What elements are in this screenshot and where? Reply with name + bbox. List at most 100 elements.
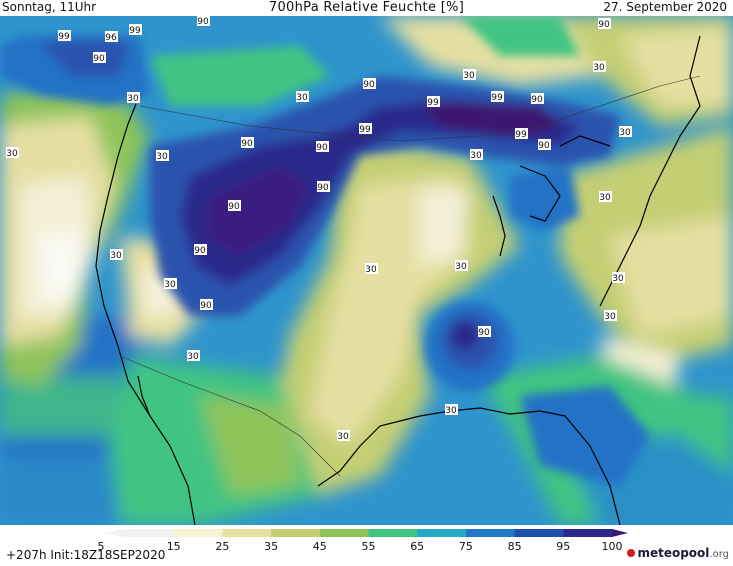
contour-label: 30 [463,71,475,81]
contour-label-box [359,123,372,134]
contour-label: 90 [531,95,543,105]
contour-label-box [317,181,330,192]
contour-label: 90 [598,20,610,30]
legend-tick-label: 35 [264,540,278,553]
meteopool-logo[interactable]: meteopool.org [627,546,729,560]
contour-label: 30 [296,93,308,103]
contour-label-box [228,200,241,211]
legend-tick-label: 65 [410,540,424,553]
contour-label-box [363,78,376,89]
legend-high-cap [612,529,628,537]
legend-swatch [319,529,369,537]
legend-low-cap [103,529,125,537]
contour-label-box [129,24,142,35]
contour-label-box [365,263,378,274]
contour-label-box [337,430,350,441]
contour-label: 99 [427,98,439,108]
contour-label-box [110,249,123,260]
contour-label-box [187,350,200,361]
legend-tick-label: 25 [215,540,229,553]
contour-label-box [470,149,483,160]
contour-label-box [604,310,617,321]
init-info: +207h Init:18Z18SEP2020 [6,548,166,562]
contour-label-box [478,326,491,337]
legend-tick-label: 100 [602,540,623,553]
contour-label-box [612,272,625,283]
contour-label-box [156,150,169,161]
contour-label-box [296,91,309,102]
contour-label: 30 [599,193,611,203]
legend-tick-label: 45 [313,540,327,553]
logo-tld-text: .org [709,549,729,560]
contour-label-box [58,30,71,41]
contour-label-box [6,147,19,158]
legend-swatch [514,529,564,537]
contour-label: 90 [538,141,550,151]
contour-label: 30 [612,274,624,284]
contour-label-box [538,139,551,150]
contour-label: 90 [200,301,212,311]
contour-label: 99 [359,125,371,135]
contour-label: 96 [105,33,117,43]
legend-colorbar: 5 15 25 35 45 55 65 75 85 95 100 [98,529,628,553]
contour-label: 30 [127,94,139,104]
logo-dot-icon [627,549,636,557]
contour-label-box [127,92,140,103]
contour-label: 30 [110,251,122,261]
forecast-time-label: Sonntag, 11Uhr [2,0,97,14]
contour-labels: 90 99 96 99 90 90 30 30 90 30 99 99 90 30 99 99 90 30 90 90… [6,16,632,442]
contour-label: 99 [491,93,503,103]
contour-label-box [194,244,207,255]
contour-label: 30 [604,312,616,322]
contour-label: 90 [93,54,105,64]
contour-label-box [200,299,213,310]
contour-label-box [241,137,254,148]
contour-label: 30 [445,406,457,416]
contour-label-box [463,69,476,80]
contour-label-box [599,191,612,202]
contour-label: 90 [363,80,375,90]
coastline-overlay [95,35,701,525]
legend-swatch [271,529,321,537]
contour-label: 30 [593,63,605,73]
legend-tick-label: 75 [459,540,473,553]
logo-main-text: meteopool [637,546,710,560]
contour-label-box [455,260,468,271]
contour-label: 99 [515,130,527,140]
contour-label: 90 [197,17,209,27]
contour-label-box [197,16,210,26]
legend-tick-label: 95 [556,540,570,553]
contour-label: 30 [619,128,631,138]
contour-label: 30 [187,352,199,362]
contour-label: 30 [164,280,176,290]
humidity-map: 90 99 96 99 90 90 30 30 90 30 99 99 90 30 99 99 90 30 90 90… [0,16,733,525]
map-title: 700hPa Relative Feuchte [%] [268,0,465,15]
contour-label-box [105,31,118,42]
legend-swatch [222,529,272,537]
contour-label: 30 [470,151,482,161]
legend-swatch [563,529,613,537]
legend-tick-label: 55 [362,540,376,553]
contour-label-box [515,128,528,139]
color-legend: 5 15 25 35 45 55 65 75 85 95 100 [0,525,733,566]
contour-label-box [93,52,106,63]
legend-swatch [125,529,175,537]
contour-label: 30 [455,262,467,272]
contour-label: 30 [6,149,18,159]
contour-label: 90 [316,143,328,153]
legend-tick-label: 85 [508,540,522,553]
contour-label-box [445,404,458,415]
contour-label-box [427,96,440,107]
contour-label: 99 [58,32,70,42]
forecast-date-label: 27. September 2020 [603,0,727,14]
legend-swatch [417,529,467,537]
contour-label: 30 [365,265,377,275]
contour-label-box [531,93,544,104]
contour-label: 30 [156,152,168,162]
header-bar: Sonntag, 11Uhr 700hPa Relative Feuchte [… [0,0,733,16]
legend-tick-label: 15 [167,540,181,553]
contour-label-box [491,91,504,102]
contour-label-box [164,278,177,289]
contour-label: 90 [317,183,329,193]
